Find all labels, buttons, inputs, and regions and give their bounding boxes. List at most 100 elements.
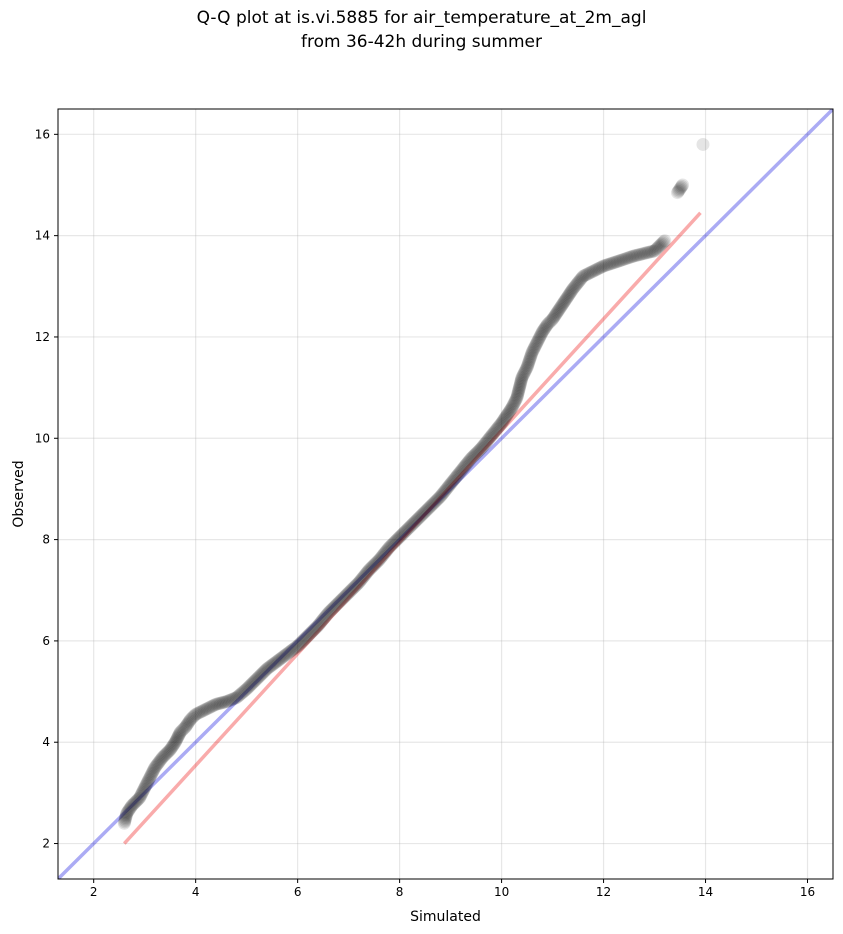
data-point: [472, 444, 486, 458]
data-point: [319, 609, 333, 623]
data-point: [673, 182, 687, 196]
data-point: [378, 545, 392, 559]
data-point: [585, 265, 599, 279]
data-point: [202, 701, 216, 715]
data-point: [242, 680, 256, 694]
data-point: [307, 623, 321, 637]
data-point: [670, 186, 684, 200]
data-point: [461, 455, 475, 469]
x-tick-label: 4: [192, 885, 200, 899]
data-point: [167, 736, 181, 750]
data-point: [561, 289, 575, 303]
data-point: [211, 697, 225, 711]
data-point: [506, 398, 520, 412]
data-point: [524, 350, 538, 364]
data-point: [514, 376, 528, 390]
data-point: [228, 691, 242, 705]
data-point: [495, 415, 509, 429]
data-point: [237, 684, 251, 698]
data-point: [548, 308, 562, 322]
data-point: [261, 661, 275, 675]
data-point: [633, 247, 647, 261]
x-axis-label: Simulated: [410, 909, 481, 925]
data-point: [248, 674, 262, 688]
data-point: [553, 301, 567, 315]
data-point: [304, 625, 318, 639]
plot-area: [58, 109, 833, 879]
data-point: [146, 763, 160, 777]
y-tick-label: 2: [42, 837, 50, 851]
data-point: [524, 348, 538, 362]
data-point: [232, 688, 246, 702]
reference-lines: [58, 109, 833, 879]
data-point: [542, 316, 556, 330]
data-point: [263, 660, 277, 674]
data-point: [436, 486, 450, 500]
data-point: [347, 580, 361, 594]
data-point: [284, 644, 298, 658]
data-point: [447, 473, 461, 487]
data-point: [549, 307, 563, 321]
data-point: [626, 249, 640, 263]
data-point: [209, 697, 223, 711]
data-point: [308, 622, 322, 636]
data-point: [134, 788, 148, 802]
data-point: [569, 278, 583, 292]
data-point: [365, 560, 379, 574]
data-point: [145, 766, 159, 780]
data-point: [491, 421, 505, 435]
data-point: [529, 338, 543, 352]
data-point: [510, 391, 524, 405]
data-point: [222, 694, 236, 708]
data-point: [555, 298, 569, 312]
data-point: [532, 332, 546, 346]
data-point: [331, 596, 345, 610]
data-point: [286, 643, 300, 657]
data-point: [250, 672, 264, 686]
data-point: [512, 381, 526, 395]
data-point: [600, 258, 614, 272]
data-point: [339, 588, 353, 602]
data-point: [413, 510, 427, 524]
data-point: [330, 597, 344, 611]
data-point: [312, 617, 326, 631]
data-point: [696, 137, 710, 151]
data-point: [559, 292, 573, 306]
data-point: [376, 548, 390, 562]
data-point: [133, 791, 147, 805]
data-point: [131, 792, 145, 806]
data-point: [546, 311, 560, 325]
data-point: [397, 526, 411, 540]
data-point: [162, 744, 176, 758]
data-point: [487, 425, 501, 439]
data-point: [166, 739, 180, 753]
data-point: [192, 706, 206, 720]
data-point: [293, 637, 307, 651]
data-point: [556, 297, 570, 311]
data-point: [178, 720, 192, 734]
data-point: [574, 272, 588, 286]
data-point: [478, 436, 492, 450]
data-point: [499, 410, 513, 424]
data-point: [333, 595, 347, 609]
data-point: [635, 247, 649, 261]
data-point: [620, 251, 634, 265]
data-point: [498, 411, 512, 425]
data-point: [295, 634, 309, 648]
data-point: [526, 344, 540, 358]
data-point: [138, 781, 152, 795]
data-point: [359, 567, 373, 581]
data-point: [469, 447, 483, 461]
data-point: [252, 670, 266, 684]
data-point: [316, 612, 330, 626]
data-point: [121, 805, 135, 819]
data-point: [150, 758, 164, 772]
data-point: [523, 353, 537, 367]
data-point: [551, 305, 565, 319]
data-point: [511, 385, 525, 399]
data-point: [325, 603, 339, 617]
data-point: [455, 463, 469, 477]
data-point: [128, 795, 142, 809]
data-point: [315, 614, 329, 628]
